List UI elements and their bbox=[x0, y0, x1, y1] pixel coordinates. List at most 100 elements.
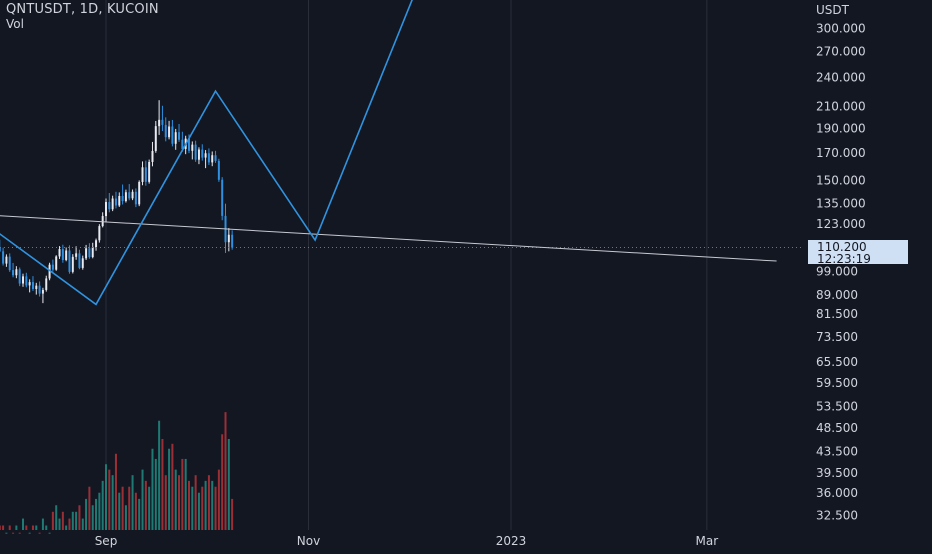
candle-body bbox=[138, 181, 141, 205]
candle-body bbox=[144, 167, 147, 182]
candle-body bbox=[124, 192, 127, 202]
volume-bar bbox=[171, 443, 174, 530]
chart-legend: QNTUSDT, 1D, KUCOIN Vol bbox=[6, 2, 159, 32]
volume-bar bbox=[178, 475, 181, 530]
candle-body bbox=[2, 251, 5, 264]
volume-bar bbox=[118, 492, 121, 530]
volume-bar bbox=[174, 469, 177, 530]
volume-bar bbox=[221, 434, 224, 530]
volume-bar bbox=[15, 525, 18, 530]
candle-body bbox=[28, 282, 31, 286]
volume-bars bbox=[0, 412, 234, 534]
volume-bar bbox=[108, 469, 111, 530]
grid bbox=[105, 0, 708, 530]
volume-bar bbox=[114, 453, 117, 530]
volume-bar bbox=[38, 532, 41, 534]
volume-bar bbox=[98, 492, 101, 530]
volume-bar bbox=[211, 480, 214, 530]
volume-bar bbox=[81, 518, 84, 530]
volume-bar bbox=[207, 475, 210, 530]
time-tick-label: Nov bbox=[297, 534, 320, 548]
candle-body bbox=[18, 269, 21, 284]
candle-body bbox=[231, 234, 234, 248]
volume-bar bbox=[8, 525, 11, 530]
candle-body bbox=[85, 248, 88, 259]
volume-bar bbox=[78, 505, 81, 530]
candle-body bbox=[114, 198, 117, 206]
volume-bar bbox=[231, 498, 234, 530]
candle-body bbox=[148, 161, 151, 182]
volume-bar bbox=[141, 469, 144, 530]
volume-bar bbox=[187, 480, 190, 530]
candle-body bbox=[197, 149, 200, 160]
candle-body bbox=[51, 264, 54, 270]
time-axis[interactable]: Sep Nov 2023 Mar bbox=[95, 534, 719, 548]
volume-bar bbox=[95, 498, 98, 530]
volume-bar bbox=[35, 525, 38, 530]
candle-body bbox=[22, 276, 25, 284]
volume-bar bbox=[214, 486, 217, 530]
volume-bar bbox=[105, 464, 107, 530]
volume-bar bbox=[91, 505, 94, 530]
candle-body bbox=[68, 250, 71, 272]
volume-bar bbox=[48, 532, 51, 534]
price-tick-label: 135.000 bbox=[816, 197, 866, 211]
volume-bar bbox=[134, 492, 137, 530]
candle-body bbox=[41, 289, 44, 294]
time-tick-label: 2023 bbox=[496, 534, 527, 548]
candle-body bbox=[181, 139, 184, 149]
candle-body bbox=[0, 246, 1, 252]
candle-body bbox=[204, 153, 207, 158]
drawings[interactable] bbox=[0, 0, 802, 306]
candle-body bbox=[98, 226, 101, 241]
volume-bar bbox=[197, 492, 200, 530]
volume-bar bbox=[151, 448, 154, 530]
price-tick-label: 89.000 bbox=[816, 288, 858, 302]
price-tick-label: 300.000 bbox=[816, 22, 866, 36]
candle-body bbox=[191, 144, 194, 151]
price-tick-label: 59.500 bbox=[816, 376, 858, 390]
candle-body bbox=[15, 269, 18, 276]
candle-body bbox=[118, 195, 121, 206]
candle-body bbox=[158, 119, 161, 127]
candle-body bbox=[134, 191, 137, 205]
candle-body bbox=[81, 258, 84, 268]
trend-line bbox=[0, 215, 777, 262]
volume-bar bbox=[5, 532, 8, 534]
volume-legend[interactable]: Vol bbox=[6, 17, 24, 31]
price-tick-label: 240.000 bbox=[816, 70, 866, 84]
volume-bar bbox=[168, 448, 171, 530]
candle-body bbox=[25, 276, 28, 286]
volume-bar bbox=[18, 532, 21, 534]
volume-bar bbox=[101, 480, 104, 530]
candle-body bbox=[48, 264, 51, 279]
volume-bar bbox=[28, 532, 31, 534]
candle-body bbox=[105, 202, 107, 217]
candle-body bbox=[201, 149, 204, 158]
volume-bar bbox=[204, 480, 207, 530]
candle-body bbox=[108, 202, 111, 210]
volume-bar bbox=[12, 532, 15, 534]
candle-body bbox=[61, 249, 64, 260]
candle-body bbox=[121, 195, 124, 202]
symbol-title[interactable]: QNTUSDT, 1D, KUCOIN bbox=[6, 2, 159, 17]
candle-body bbox=[38, 285, 41, 294]
volume-bar bbox=[128, 486, 131, 530]
candle-body bbox=[78, 253, 81, 268]
volume-bar bbox=[124, 505, 127, 530]
candle-body bbox=[5, 256, 8, 264]
volume-bar bbox=[31, 525, 34, 530]
candle-body bbox=[111, 198, 114, 210]
candle-body bbox=[101, 216, 104, 227]
candle-body bbox=[128, 192, 131, 199]
volume-bar bbox=[22, 518, 25, 530]
volume-bar bbox=[41, 518, 44, 530]
price-tick-label: 99.000 bbox=[816, 265, 858, 279]
candle-body bbox=[194, 144, 197, 160]
candle-body bbox=[131, 191, 134, 199]
volume-bar bbox=[85, 498, 88, 530]
price-tick-label: 39.500 bbox=[816, 466, 858, 480]
volume-bar bbox=[51, 511, 54, 530]
